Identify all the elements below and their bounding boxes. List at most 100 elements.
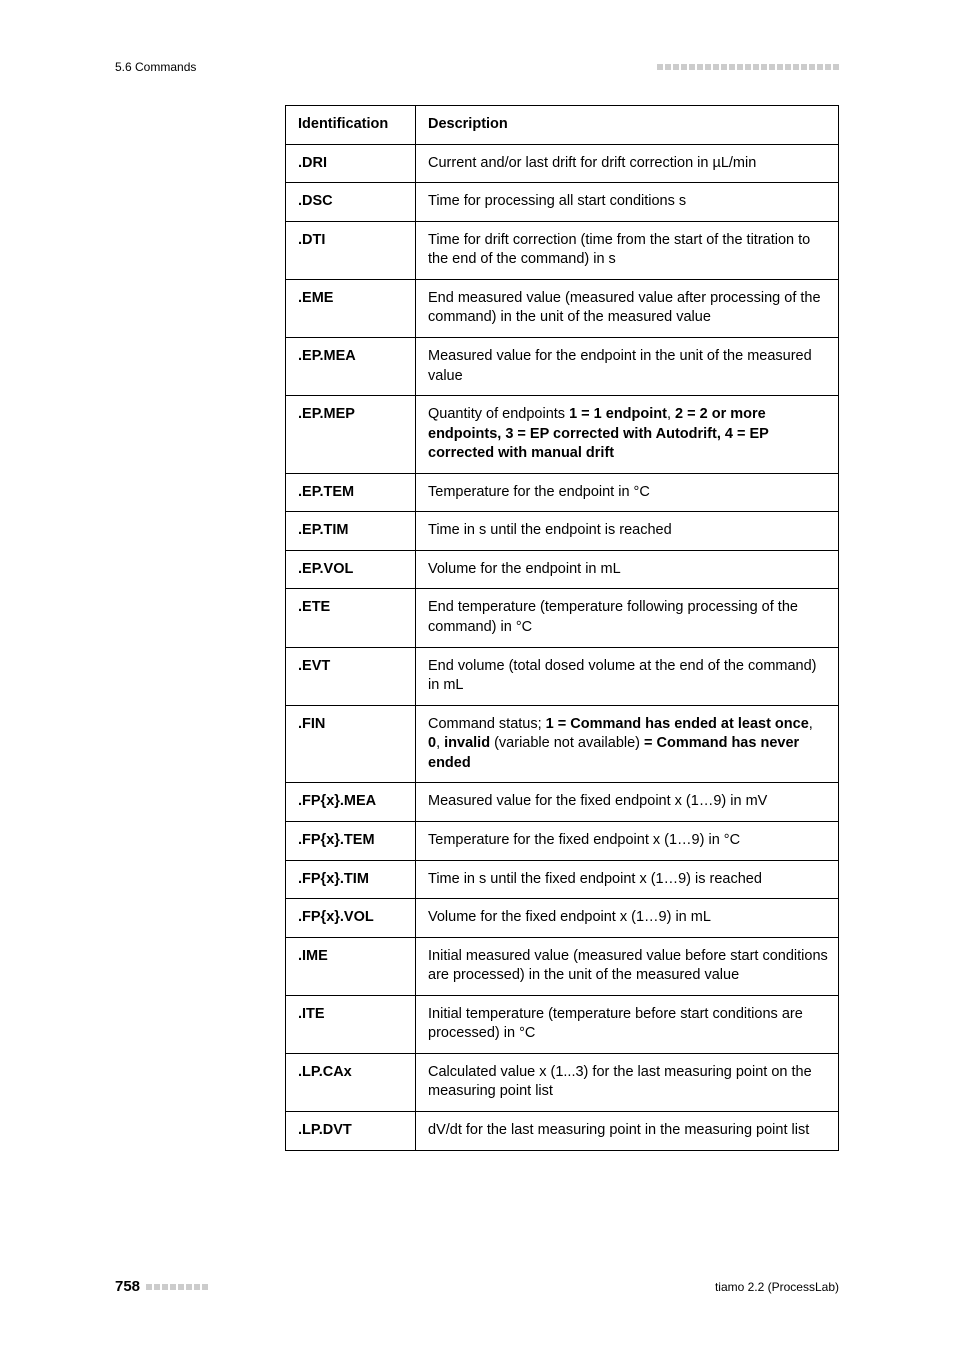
cell-identification: .EP.VOL [286, 550, 416, 589]
decor-square [681, 64, 687, 70]
decor-square [777, 64, 783, 70]
decor-square [178, 1284, 184, 1290]
decor-square [769, 64, 775, 70]
table-row: .IMEInitial measured value (measured val… [286, 937, 839, 995]
table-row: .EMEEnd measured value (measured value a… [286, 279, 839, 337]
cell-description: Time for processing all start conditions… [416, 183, 839, 222]
header-decor [657, 64, 839, 70]
page-header: 5.6 Commands [0, 60, 954, 74]
cell-identification: .ITE [286, 995, 416, 1053]
cell-identification: .EP.MEA [286, 337, 416, 395]
decor-square [761, 64, 767, 70]
decor-square [170, 1284, 176, 1290]
page-number: 758 [115, 1278, 140, 1295]
table-row: .EP.TIMTime in s until the endpoint is r… [286, 512, 839, 551]
decor-square [705, 64, 711, 70]
table-row: .FINCommand status; 1 = Command has ende… [286, 705, 839, 783]
decor-square [809, 64, 815, 70]
cell-identification: .FP{x}.TEM [286, 821, 416, 860]
decor-square [833, 64, 839, 70]
table-body: .DRICurrent and/or last drift for drift … [286, 144, 839, 1150]
decor-square [154, 1284, 160, 1290]
cell-description: Time in s until the endpoint is reached [416, 512, 839, 551]
table-row: .FP{x}.TEMTemperature for the fixed endp… [286, 821, 839, 860]
decor-square [697, 64, 703, 70]
decor-square [194, 1284, 200, 1290]
table-row: .EP.MEAMeasured value for the endpoint i… [286, 337, 839, 395]
table-row: .ETEEnd temperature (temperature followi… [286, 589, 839, 647]
cell-identification: .FIN [286, 705, 416, 783]
footer-decor [146, 1284, 208, 1290]
table-row: .LP.CAxCalculated value x (1...3) for th… [286, 1053, 839, 1111]
cell-description: Calculated value x (1...3) for the last … [416, 1053, 839, 1111]
cell-identification: .FP{x}.TIM [286, 860, 416, 899]
table-row: .LP.DVTdV/dt for the last measuring poin… [286, 1112, 839, 1151]
cell-description: End measured value (measured value after… [416, 279, 839, 337]
cell-identification: .EP.MEP [286, 396, 416, 474]
cell-identification: .DTI [286, 221, 416, 279]
cell-description: Quantity of endpoints 1 = 1 endpoint, 2 … [416, 396, 839, 474]
cell-description: End volume (total dosed volume at the en… [416, 647, 839, 705]
page-footer: 758 tiamo 2.2 (ProcessLab) [0, 1278, 954, 1295]
footer-left: 758 [115, 1278, 208, 1295]
decor-square [801, 64, 807, 70]
decor-square [729, 64, 735, 70]
table-row: .FP{x}.VOLVolume for the fixed endpoint … [286, 899, 839, 938]
table-row: .DRICurrent and/or last drift for drift … [286, 144, 839, 183]
cell-identification: .EVT [286, 647, 416, 705]
decor-square [186, 1284, 192, 1290]
product-label: tiamo 2.2 (ProcessLab) [715, 1280, 839, 1294]
commands-table: Identification Description .DRICurrent a… [285, 105, 839, 1151]
table-row: .EP.VOLVolume for the endpoint in mL [286, 550, 839, 589]
cell-identification: .FP{x}.MEA [286, 783, 416, 822]
decor-square [753, 64, 759, 70]
table-row: .DTITime for drift correction (time from… [286, 221, 839, 279]
cell-identification: .LP.DVT [286, 1112, 416, 1151]
cell-description: dV/dt for the last measuring point in th… [416, 1112, 839, 1151]
col-description: Description [416, 106, 839, 145]
section-label: 5.6 Commands [115, 60, 196, 74]
cell-identification: .ETE [286, 589, 416, 647]
cell-description: Initial measured value (measured value b… [416, 937, 839, 995]
decor-square [817, 64, 823, 70]
decor-square [713, 64, 719, 70]
main-content: Identification Description .DRICurrent a… [285, 105, 839, 1151]
decor-square [673, 64, 679, 70]
cell-description: Measured value for the fixed endpoint x … [416, 783, 839, 822]
table-row: .EP.MEPQuantity of endpoints 1 = 1 endpo… [286, 396, 839, 474]
decor-square [146, 1284, 152, 1290]
table-row: .DSCTime for processing all start condit… [286, 183, 839, 222]
cell-description: Command status; 1 = Command has ended at… [416, 705, 839, 783]
decor-square [689, 64, 695, 70]
decor-square [162, 1284, 168, 1290]
cell-description: Time in s until the fixed endpoint x (1…… [416, 860, 839, 899]
cell-description: Time for drift correction (time from the… [416, 221, 839, 279]
table-header-row: Identification Description [286, 106, 839, 145]
cell-identification: .EP.TIM [286, 512, 416, 551]
decor-square [793, 64, 799, 70]
col-identification: Identification [286, 106, 416, 145]
decor-square [825, 64, 831, 70]
decor-square [745, 64, 751, 70]
cell-identification: .DSC [286, 183, 416, 222]
table-row: .EP.TEMTemperature for the endpoint in °… [286, 473, 839, 512]
cell-description: Temperature for the fixed endpoint x (1…… [416, 821, 839, 860]
decor-square [721, 64, 727, 70]
table-row: .FP{x}.MEAMeasured value for the fixed e… [286, 783, 839, 822]
cell-identification: .LP.CAx [286, 1053, 416, 1111]
decor-square [737, 64, 743, 70]
table-row: .ITEInitial temperature (temperature bef… [286, 995, 839, 1053]
cell-description: End temperature (temperature following p… [416, 589, 839, 647]
cell-identification: .EP.TEM [286, 473, 416, 512]
cell-description: Initial temperature (temperature before … [416, 995, 839, 1053]
cell-identification: .DRI [286, 144, 416, 183]
cell-description: Volume for the fixed endpoint x (1…9) in… [416, 899, 839, 938]
cell-description: Current and/or last drift for drift corr… [416, 144, 839, 183]
decor-square [785, 64, 791, 70]
cell-description: Volume for the endpoint in mL [416, 550, 839, 589]
cell-description: Measured value for the endpoint in the u… [416, 337, 839, 395]
cell-description: Temperature for the endpoint in °C [416, 473, 839, 512]
table-row: .FP{x}.TIMTime in s until the fixed endp… [286, 860, 839, 899]
table-row: .EVTEnd volume (total dosed volume at th… [286, 647, 839, 705]
decor-square [657, 64, 663, 70]
